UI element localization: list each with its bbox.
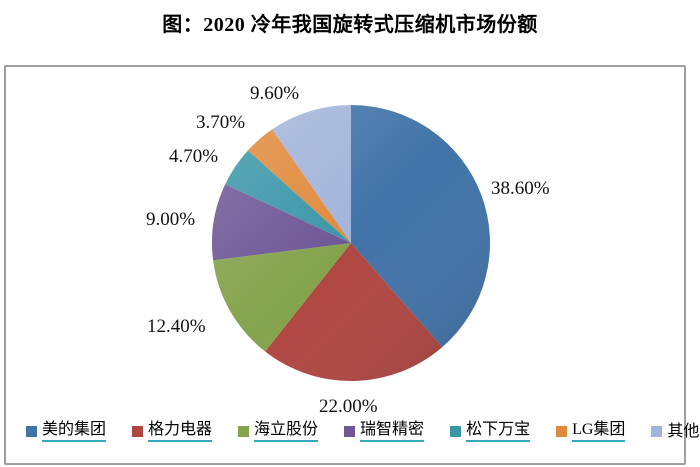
legend-label: LG集团 (572, 420, 626, 443)
slice-label-others: 9.60% (250, 83, 300, 104)
legend-color-swatch-icon (132, 425, 144, 437)
legend-item: 格力电器 (132, 420, 213, 443)
slice-label-gree: 22.00% (319, 396, 378, 417)
legend-color-swatch-icon (344, 425, 356, 437)
legend-label: 松下万宝 (466, 420, 531, 443)
legend-item: 美的集团 (26, 420, 107, 443)
legend-item: 松下万宝 (450, 420, 531, 443)
legend-label: 海立股份 (254, 420, 319, 443)
legend-item: LG集团 (556, 420, 626, 443)
legend-label: 美的集团 (42, 420, 107, 443)
document-page: 图：2020 冷年我国旋转式压缩机市场份额 38.60% 22.00% 12.4… (4, 14, 699, 465)
legend-item: 瑞智精密 (344, 420, 425, 443)
legend-label: 瑞智精密 (360, 420, 425, 443)
slice-label-highly: 12.40% (147, 316, 206, 337)
legend-label: 其他 (667, 422, 700, 440)
legend-color-swatch-icon (556, 425, 568, 437)
legend-item: 其他 (651, 422, 699, 441)
legend-item: 海立股份 (238, 420, 319, 443)
slice-label-panasonic: 4.70% (169, 146, 219, 167)
slice-label-lg: 3.70% (196, 112, 246, 133)
figure-title: 图：2020 冷年我国旋转式压缩机市场份额 (162, 14, 538, 36)
legend-color-swatch-icon (651, 425, 663, 437)
legend-color-swatch-icon (238, 425, 250, 437)
chart-frame: 38.60% 22.00% 12.40% 9.00% 4.70% 3.70% 9… (4, 65, 699, 465)
legend-color-swatch-icon (26, 425, 37, 437)
legend-color-swatch-icon (450, 425, 462, 437)
slice-label-midea: 38.60% (491, 178, 550, 199)
chart-legend: 美的集团 格力电器 海立股份 瑞智精密 松下万宝 (26, 420, 699, 443)
slice-label-rechi: 9.00% (146, 209, 196, 230)
legend-label: 格力电器 (148, 420, 213, 443)
